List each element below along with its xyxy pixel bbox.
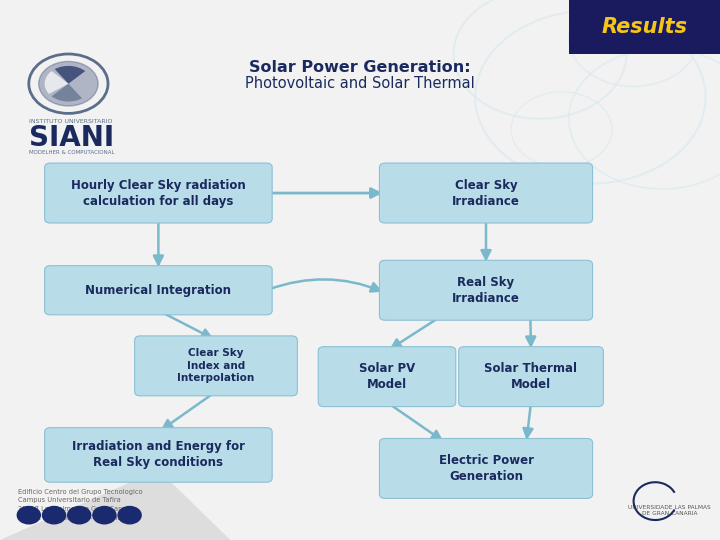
FancyBboxPatch shape (135, 336, 297, 396)
Circle shape (39, 62, 98, 106)
Text: Real Sky
Irradiance: Real Sky Irradiance (452, 276, 520, 305)
Circle shape (68, 507, 91, 524)
FancyBboxPatch shape (318, 347, 456, 407)
Text: Campus Universitario de Tafira: Campus Universitario de Tafira (18, 497, 121, 503)
FancyBboxPatch shape (379, 260, 593, 320)
FancyBboxPatch shape (45, 428, 272, 482)
FancyBboxPatch shape (45, 163, 272, 223)
Text: MODELHER & COMPUTACIONAL: MODELHER & COMPUTACIONAL (29, 150, 114, 155)
Text: e-mail: info@siani.es - www.siani.es: e-mail: info@siani.es - www.siani.es (18, 515, 138, 521)
Wedge shape (45, 71, 68, 94)
FancyBboxPatch shape (45, 266, 272, 315)
FancyBboxPatch shape (459, 347, 603, 407)
Text: Results: Results (601, 17, 688, 37)
Text: Irradiation and Energy for
Real Sky conditions: Irradiation and Energy for Real Sky cond… (72, 441, 245, 469)
Circle shape (42, 507, 66, 524)
Text: SIANI: SIANI (29, 124, 114, 152)
Text: 35017 Las Palmas de Gran Canaria: 35017 Las Palmas de Gran Canaria (18, 506, 135, 512)
Text: Solar PV
Model: Solar PV Model (359, 362, 415, 391)
Text: Clear Sky
Irradiance: Clear Sky Irradiance (452, 179, 520, 207)
FancyBboxPatch shape (379, 438, 593, 498)
Circle shape (93, 507, 116, 524)
Wedge shape (55, 66, 85, 84)
FancyBboxPatch shape (379, 163, 593, 223)
Text: UNIVERSIDADE LAS PALMAS
DE GRAN CANARIA: UNIVERSIDADE LAS PALMAS DE GRAN CANARIA (629, 505, 711, 516)
Polygon shape (0, 470, 230, 540)
Text: Solar Thermal
Model: Solar Thermal Model (485, 362, 577, 391)
Text: Photovoltaic and Solar Thermal: Photovoltaic and Solar Thermal (245, 76, 475, 91)
FancyBboxPatch shape (569, 0, 720, 54)
Circle shape (17, 507, 40, 524)
Wedge shape (52, 84, 82, 102)
Circle shape (118, 507, 141, 524)
Text: Electric Power
Generation: Electric Power Generation (438, 454, 534, 483)
Text: Hourly Clear Sky radiation
calculation for all days: Hourly Clear Sky radiation calculation f… (71, 179, 246, 207)
Text: Edificio Centro del Grupo Tecnologico: Edificio Centro del Grupo Tecnologico (18, 489, 143, 495)
Text: Solar Power Generation:: Solar Power Generation: (249, 60, 471, 75)
Text: Clear Sky
Index and
Interpolation: Clear Sky Index and Interpolation (177, 348, 255, 383)
Text: INSTITUTO UNIVERSITARIO: INSTITUTO UNIVERSITARIO (29, 119, 112, 124)
Text: Numerical Integration: Numerical Integration (86, 284, 231, 297)
